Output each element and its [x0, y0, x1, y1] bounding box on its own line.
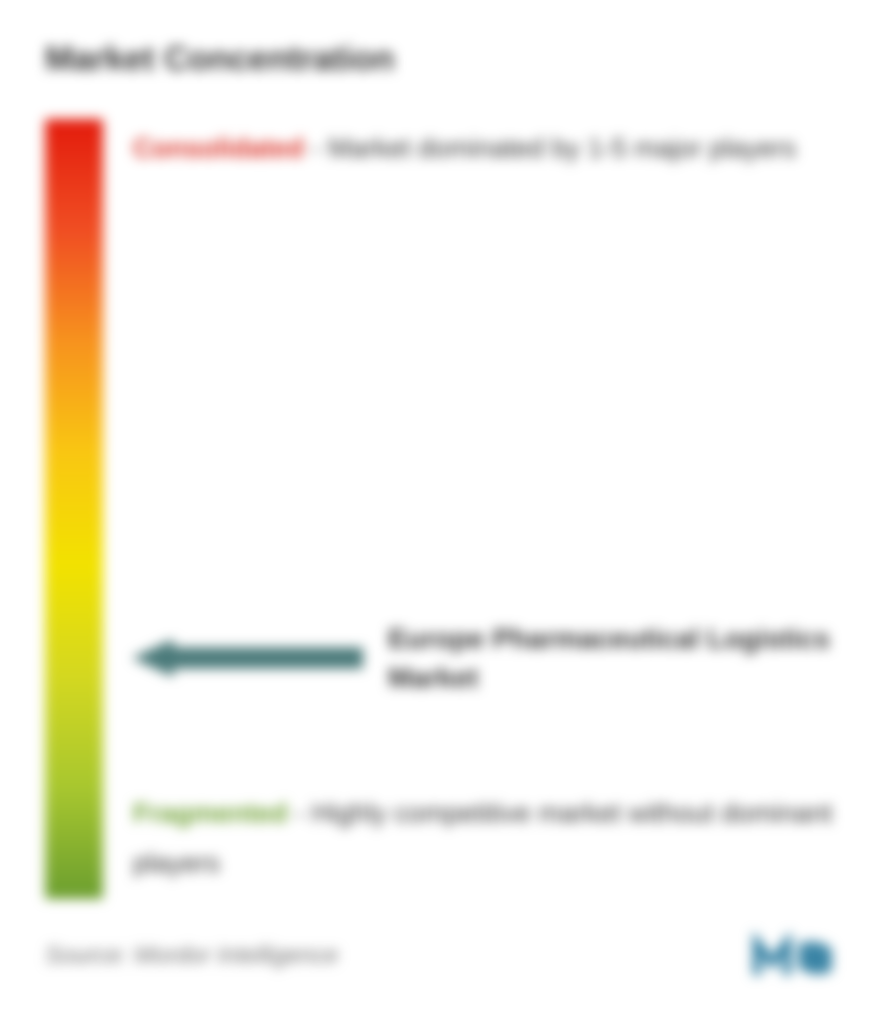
- concentration-gradient-scale: [45, 119, 103, 899]
- consolidated-text: - Market dominated by 1-5 major players: [312, 133, 797, 163]
- text-column: Consolidated - Market dominated by 1-5 m…: [133, 119, 847, 911]
- footer: Source: Mordor Intelligence: [45, 911, 847, 981]
- content-area: Consolidated - Market dominated by 1-5 m…: [45, 119, 847, 911]
- market-name-label: Europe Pharmaceutical Logistics Market: [388, 619, 847, 697]
- page-title: Market Concentration: [45, 40, 847, 79]
- consolidated-label: Consolidated: [133, 133, 304, 163]
- market-position-indicator: Europe Pharmaceutical Logistics Market: [133, 619, 847, 697]
- fragmented-description: Fragmented - Highly competitive market w…: [133, 789, 847, 889]
- company-logo: [747, 931, 847, 981]
- fragmented-label: Fragmented: [133, 798, 288, 828]
- source-attribution: Source: Mordor Intelligence: [45, 942, 338, 970]
- consolidated-description: Consolidated - Market dominated by 1-5 m…: [133, 124, 847, 174]
- arrow-left-icon: [133, 634, 363, 682]
- logo-icon: [747, 931, 847, 981]
